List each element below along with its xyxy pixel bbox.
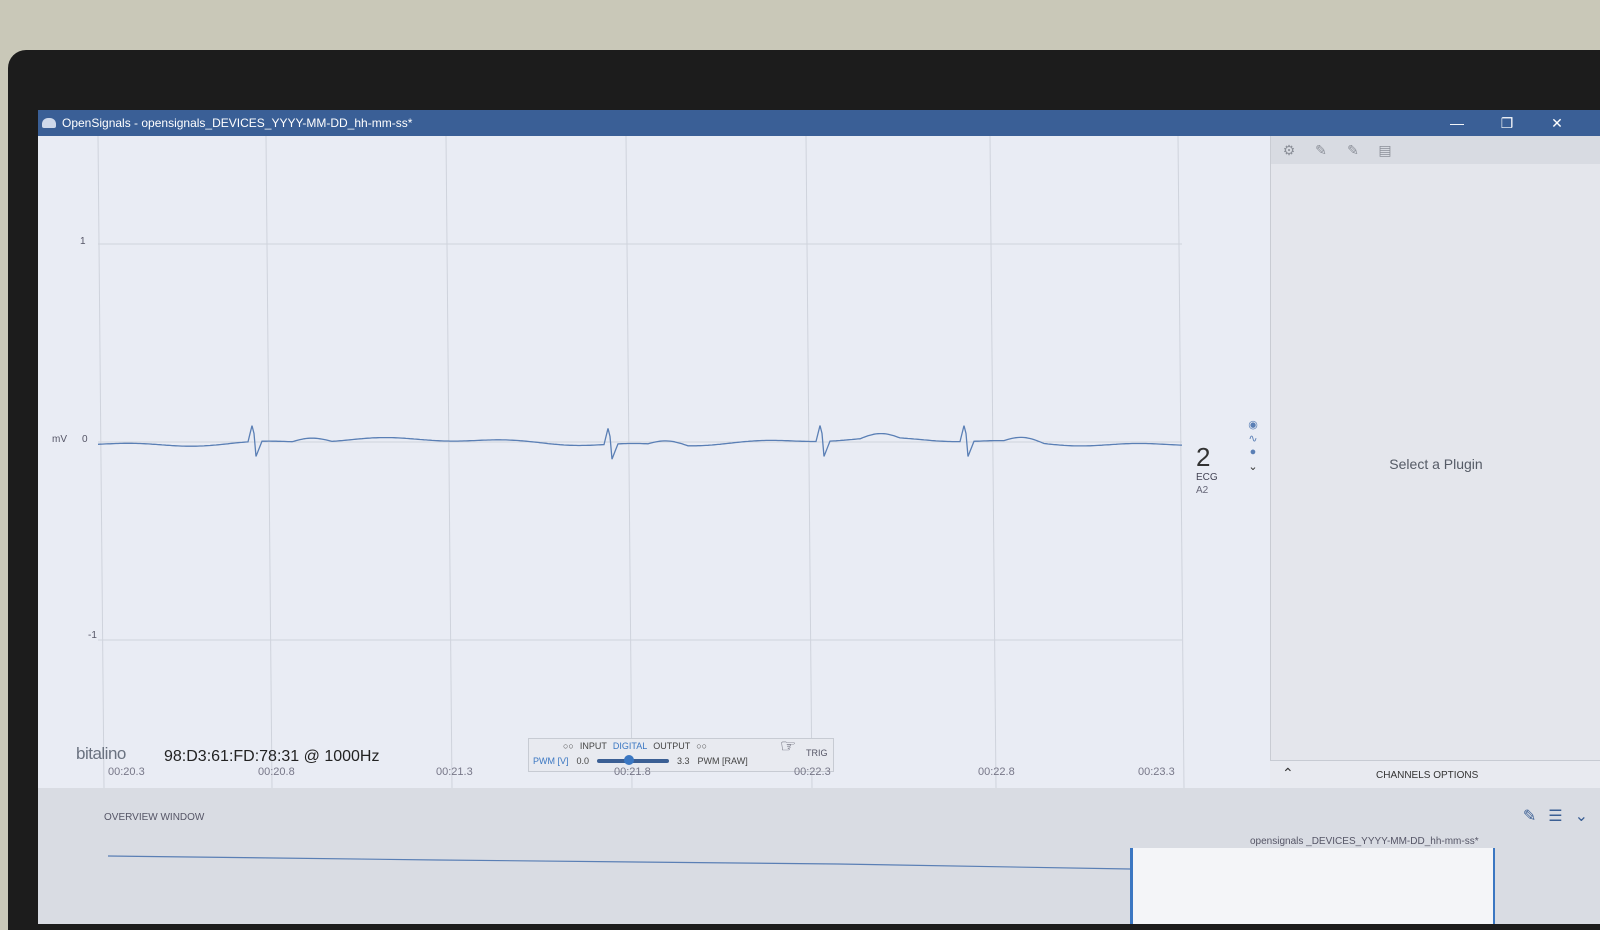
pin-icon[interactable]: ✎ — [1522, 808, 1537, 825]
record-dot-icon[interactable]: ● — [1249, 446, 1257, 458]
title-bar: OpenSignals - opensignals_DEVICES_YYYY-M… — [38, 110, 1600, 136]
io-input-label: INPUT — [579, 741, 607, 751]
overview-window: OVERVIEW WINDOW opensignals _DEVICES_YYY… — [38, 788, 1600, 924]
pwm-slider[interactable] — [597, 755, 670, 765]
plugin-remove-icon[interactable]: ✎ — [1347, 142, 1359, 158]
x-tick: 00:20.3 — [108, 766, 145, 778]
channel-port: A2 — [1196, 485, 1209, 496]
io-digital-label: DIGITAL — [612, 741, 648, 751]
minimize-button[interactable]: — — [1450, 115, 1464, 131]
waveform-icon[interactable]: ∿ — [1248, 433, 1258, 445]
close-button[interactable]: ✕ — [1551, 114, 1563, 131]
trigger-hand-icon[interactable]: ☞ — [780, 736, 797, 756]
pwm-min: 0.0 — [576, 756, 590, 766]
y-tick-neg1: -1 — [88, 630, 97, 641]
opensignals-app-icon — [42, 118, 56, 128]
window-title: OpenSignals - opensignals_DEVICES_YYYY-M… — [62, 116, 413, 130]
bitalino-logo: bitalino — [76, 744, 126, 763]
channels-options-bar[interactable]: ⌃ CHANNELS OPTIONS — [1270, 760, 1600, 789]
plot-canvas — [97, 136, 1185, 788]
pwm-max: 3.3 — [677, 756, 690, 766]
y-tick-1: 1 — [80, 236, 86, 247]
input-toggle-icon[interactable]: ○○ — [563, 741, 574, 751]
x-tick: 00:21.3 — [436, 766, 473, 778]
x-tick: 00:20.8 — [258, 766, 295, 778]
chart-icon[interactable]: ▤ — [1378, 142, 1392, 158]
x-tick: 00:22.3 — [794, 766, 831, 778]
grid-line-vertical — [265, 136, 273, 788]
chevron-up-icon[interactable]: ⌃ — [1282, 765, 1294, 781]
visibility-eye-icon[interactable]: ◉ — [1248, 419, 1258, 431]
pwm-raw-label[interactable]: PWM [RAW] — [697, 756, 748, 766]
digital-io-panel: ○○ INPUT DIGITAL OUTPUT ○○ PWM [V] 0.0 3… — [528, 738, 834, 772]
overview-selection-window[interactable] — [1130, 848, 1495, 924]
grid-line-vertical — [97, 136, 105, 788]
list-icon[interactable]: ☰ — [1548, 808, 1563, 825]
grid-line-vertical — [445, 136, 453, 788]
device-toolbar: bitalino 98:D3:61:FD:78:31 @ 1000Hz ○○ I… — [38, 720, 1270, 788]
plugin-toolbar: ⚙ ✎ ✎ ▤ — [1271, 136, 1600, 164]
chevron-down-icon[interactable]: ⌄ — [1248, 461, 1258, 473]
plugin-panel: ⚙ ✎ ✎ ▤ Select a Plugin — [1270, 136, 1600, 788]
io-output-label: OUTPUT — [653, 741, 691, 751]
select-plugin-placeholder: Select a Plugin — [1389, 456, 1483, 472]
ecg-signal-line — [97, 425, 1182, 460]
channel-number: 2 — [1196, 442, 1211, 472]
restore-button[interactable]: ❐ — [1500, 114, 1514, 131]
device-address: 98:D3:61:FD:78:31 @ 1000Hz — [164, 748, 380, 765]
grid-line-vertical — [1177, 136, 1185, 788]
output-toggle-icon[interactable]: ○○ — [696, 741, 708, 751]
overview-file-label: opensignals _DEVICES_YYYY-MM-DD_hh-mm-ss… — [1250, 836, 1479, 847]
overview-controls: ✎ ☰ ⌄ — [1523, 806, 1588, 826]
plugin-add-icon[interactable]: ✎ — [1315, 142, 1327, 158]
x-tick: 00:21.8 — [614, 766, 651, 778]
grid-line-vertical — [805, 136, 813, 788]
signal-plot[interactable]: mV 1 0 -1 2 ECG A2 ◉ ∿ ● ⌄ — [38, 136, 1270, 788]
pwm-slider-knob[interactable] — [624, 755, 635, 765]
trig-label[interactable]: TRIG — [806, 748, 828, 758]
grid-line-vertical — [625, 136, 633, 788]
pwm-label: PWM [V] — [533, 756, 569, 766]
plot-grid — [97, 136, 1185, 788]
overview-title: OVERVIEW WINDOW — [104, 812, 205, 823]
y-tick-0: 0 — [82, 434, 88, 445]
channels-options-label: CHANNELS OPTIONS — [1376, 770, 1479, 781]
x-tick: 00:22.8 — [978, 766, 1015, 778]
y-unit-label: mV — [52, 434, 67, 445]
chevron-down-icon[interactable]: ⌄ — [1574, 808, 1588, 825]
grid-line-vertical — [989, 136, 997, 788]
x-tick: 00:23.3 — [1138, 766, 1175, 778]
channel-type: ECG — [1196, 472, 1218, 483]
app-window: OpenSignals - opensignals_DEVICES_YYYY-M… — [38, 110, 1600, 924]
gear-icon[interactable]: ⚙ — [1282, 142, 1296, 158]
